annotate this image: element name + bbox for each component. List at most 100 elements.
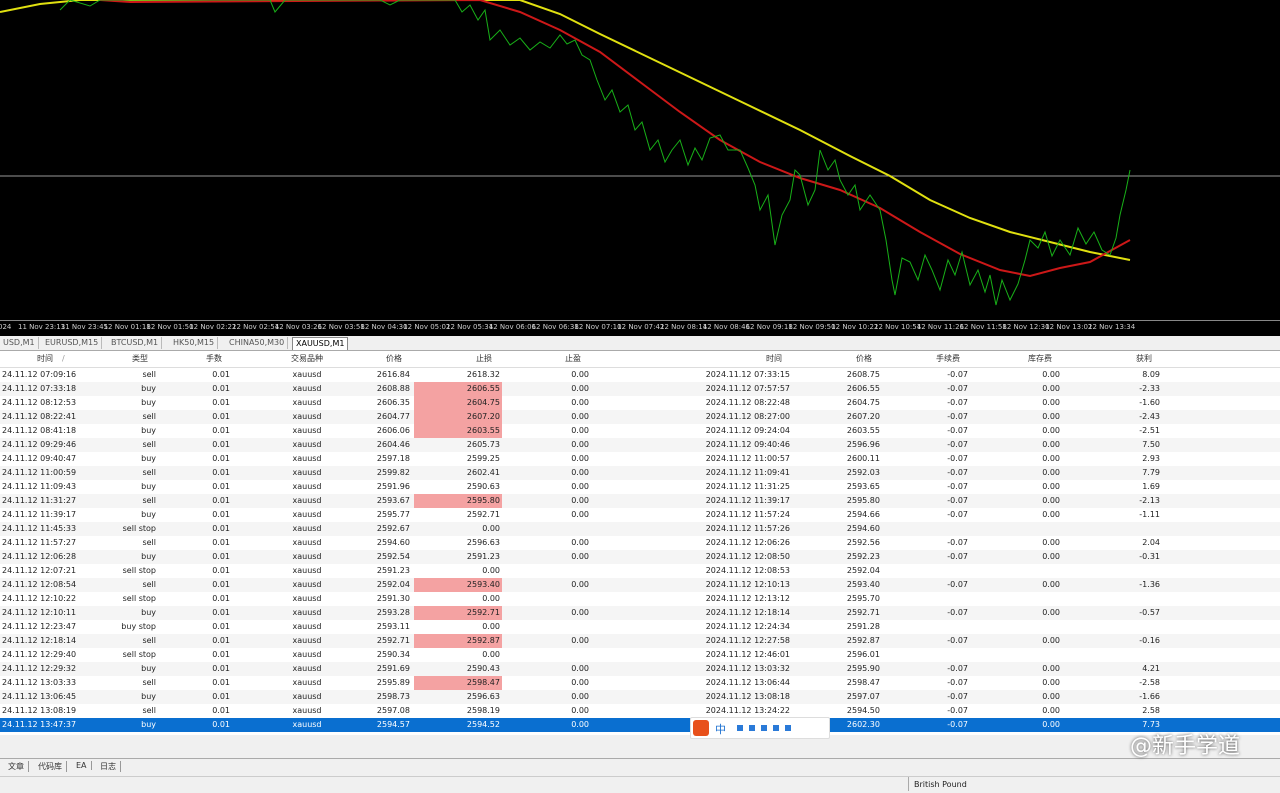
table-cell: xauusd xyxy=(292,468,322,477)
column-header[interactable]: 类型 xyxy=(132,354,148,363)
status-currency: British Pound xyxy=(908,777,967,791)
table-row[interactable]: 24.11.12 12:10:11 buy 0.01 xauusd 2593.28 259… xyxy=(0,606,1280,620)
table-cell: 2603.55 xyxy=(414,424,502,438)
table-cell: 0.01 xyxy=(212,720,230,729)
table-cell: 0.00 xyxy=(1042,636,1060,645)
bottom-tab[interactable]: 日志 xyxy=(96,761,121,772)
watermark: @新手学道 xyxy=(1130,734,1241,759)
table-cell: -0.57 xyxy=(1139,608,1160,617)
table-row[interactable]: 24.11.12 11:00:59 sell 0.01 xauusd 2599.82 26… xyxy=(0,466,1280,480)
table-cell: 2599.82 xyxy=(376,468,410,477)
table-row[interactable]: 24.11.12 12:06:28 buy 0.01 xauusd 2592.54 259… xyxy=(0,550,1280,564)
table-cell: 24.11.12 11:00:59 xyxy=(2,468,77,477)
column-header[interactable]: 时间 xyxy=(37,354,53,363)
table-cell: xauusd xyxy=(292,482,322,491)
table-cell: 2595.70 xyxy=(846,594,880,603)
column-header[interactable]: 止盈 xyxy=(565,354,581,363)
table-row[interactable]: 24.11.12 12:29:32 buy 0.01 xauusd 2591.69 259… xyxy=(0,662,1280,676)
ime-mode[interactable]: 中 xyxy=(715,723,726,736)
table-cell: 2616.84 xyxy=(376,370,410,379)
table-cell: 2598.47 xyxy=(414,676,502,690)
bottom-tab[interactable]: 代码库 xyxy=(34,761,67,772)
table-row[interactable]: 24.11.12 12:23:47 buy stop 0.01 xauusd 2593.… xyxy=(0,620,1280,634)
column-header[interactable]: 手数 xyxy=(206,354,222,363)
chart-tab[interactable]: HK50,M15 xyxy=(170,337,219,349)
table-cell: 0.00 xyxy=(571,510,589,519)
table-row[interactable]: 24.11.12 11:45:33 sell stop 0.01 xauusd 2592… xyxy=(0,522,1280,536)
table-cell: 2591.23 xyxy=(466,552,500,561)
table-cell: sell xyxy=(142,370,156,379)
table-row[interactable]: 24.11.12 12:07:21 sell stop 0.01 xauusd 2591… xyxy=(0,564,1280,578)
table-row[interactable]: 24.11.12 13:08:19 sell 0.01 xauusd 2597.08 25… xyxy=(0,704,1280,718)
table-cell: 24.11.12 09:40:47 xyxy=(2,454,77,463)
table-cell: buy xyxy=(141,720,156,729)
table-cell: 0.00 xyxy=(571,496,589,505)
table-row[interactable]: 24.11.12 11:31:27 sell 0.01 xauusd 2593.67 25… xyxy=(0,494,1280,508)
table-row[interactable]: 24.11.12 12:29:40 sell stop 0.01 xauusd 2590… xyxy=(0,648,1280,662)
table-row[interactable]: 24.11.12 07:33:18 buy 0.01 xauusd 2608.88 260… xyxy=(0,382,1280,396)
ime-icons[interactable] xyxy=(737,725,797,731)
table-cell: -1.60 xyxy=(1139,398,1160,407)
bottom-tab[interactable]: EA xyxy=(72,761,92,770)
column-header[interactable]: 价格 xyxy=(386,354,402,363)
table-cell: -0.07 xyxy=(947,580,968,589)
table-row[interactable]: 24.11.12 12:10:22 sell stop 0.01 xauusd 2591… xyxy=(0,592,1280,606)
table-cell: 0.00 xyxy=(1042,552,1060,561)
table-row[interactable]: 24.11.12 08:41:18 buy 0.01 xauusd 2606.06 260… xyxy=(0,424,1280,438)
chart-tab[interactable]: CHINA50,M30 xyxy=(226,337,289,349)
table-cell: -2.33 xyxy=(1139,384,1160,393)
table-cell: 24.11.12 11:39:17 xyxy=(2,510,77,519)
table-cell: 2592.54 xyxy=(376,552,410,561)
table-cell: 2604.75 xyxy=(414,396,502,410)
column-header[interactable]: 库存费 xyxy=(1028,354,1052,363)
table-cell: 0.00 xyxy=(571,706,589,715)
chart-tab[interactable]: BTCUSD,M1 xyxy=(108,337,163,349)
chart-tab[interactable]: XAUUSD,M1 xyxy=(292,337,349,350)
table-row[interactable]: 24.11.12 09:29:46 sell 0.01 xauusd 2604.46 26… xyxy=(0,438,1280,452)
column-header[interactable]: 交易品种 xyxy=(291,354,323,363)
table-row[interactable]: 24.11.12 08:12:53 buy 0.01 xauusd 2606.35 260… xyxy=(0,396,1280,410)
table-row[interactable]: 24.11.12 09:40:47 buy 0.01 xauusd 2597.18 259… xyxy=(0,452,1280,466)
table-cell: -0.07 xyxy=(947,482,968,491)
table-row[interactable]: 24.11.12 11:09:43 buy 0.01 xauusd 2591.96 259… xyxy=(0,480,1280,494)
table-row[interactable]: 24.11.12 12:18:14 sell 0.01 xauusd 2592.71 25… xyxy=(0,634,1280,648)
table-cell: 0.00 xyxy=(571,608,589,617)
table-row[interactable]: 24.11.12 08:22:41 sell 0.01 xauusd 2604.77 26… xyxy=(0,410,1280,424)
table-row[interactable]: 24.11.12 12:08:54 sell 0.01 xauusd 2592.04 25… xyxy=(0,578,1280,592)
chart-tab[interactable]: EURUSD,M15 xyxy=(42,337,103,349)
time-label: 024 xyxy=(0,323,12,331)
table-cell: sell xyxy=(142,636,156,645)
column-header[interactable]: 手续费 xyxy=(936,354,960,363)
table-row[interactable]: 24.11.12 13:06:45 buy 0.01 xauusd 2598.73 259… xyxy=(0,690,1280,704)
table-cell: -0.07 xyxy=(947,608,968,617)
table-cell: -0.31 xyxy=(1139,552,1160,561)
bottom-tab[interactable]: 文章 xyxy=(4,761,29,772)
table-cell: buy xyxy=(141,692,156,701)
table-cell: 24.11.12 12:06:28 xyxy=(2,552,77,561)
table-cell: 0.01 xyxy=(212,510,230,519)
column-header[interactable]: 止损 xyxy=(476,354,492,363)
column-header[interactable]: 获利 xyxy=(1136,354,1152,363)
table-row[interactable]: 24.11.12 13:47:37 buy 0.01 xauusd 2594.57 259… xyxy=(0,718,1280,732)
time-label: 12 Nov 06:38 xyxy=(531,323,579,331)
table-cell: -0.07 xyxy=(947,412,968,421)
column-header[interactable]: 价格 xyxy=(856,354,872,363)
table-cell: xauusd xyxy=(292,454,322,463)
table-row[interactable]: 24.11.12 13:03:33 sell 0.01 xauusd 2595.89 25… xyxy=(0,676,1280,690)
table-cell: buy xyxy=(141,608,156,617)
table-cell: 2594.57 xyxy=(376,720,410,729)
table-cell: 0.00 xyxy=(1042,496,1060,505)
table-cell: -1.11 xyxy=(1139,510,1160,519)
table-cell: 0.00 xyxy=(1042,370,1060,379)
table-cell: 8.09 xyxy=(1142,370,1160,379)
table-row[interactable]: 24.11.12 07:09:16 sell 0.01 xauusd 2616.84 26… xyxy=(0,368,1280,382)
column-header[interactable]: 时间 xyxy=(766,354,782,363)
table-row[interactable]: 24.11.12 11:57:27 sell 0.01 xauusd 2594.60 25… xyxy=(0,536,1280,550)
table-cell: 2.58 xyxy=(1142,706,1160,715)
table-cell: sell xyxy=(142,468,156,477)
chart-tab[interactable]: USD,M1 xyxy=(0,337,39,349)
table-cell: 0.01 xyxy=(212,482,230,491)
table-row[interactable]: 24.11.12 11:39:17 buy 0.01 xauusd 2595.77 259… xyxy=(0,508,1280,522)
table-cell: 2603.55 xyxy=(846,426,880,435)
table-cell: 2593.67 xyxy=(376,496,410,505)
